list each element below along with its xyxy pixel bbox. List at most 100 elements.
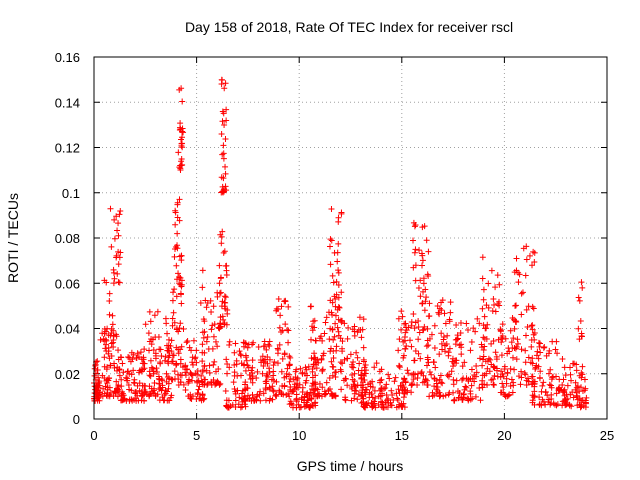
data-point bbox=[211, 358, 218, 365]
data-point bbox=[101, 277, 108, 284]
data-point bbox=[172, 209, 179, 216]
data-point bbox=[293, 384, 300, 391]
data-point bbox=[176, 217, 183, 224]
data-point bbox=[410, 310, 417, 317]
data-point bbox=[241, 381, 248, 388]
data-point bbox=[318, 355, 325, 362]
data-point bbox=[468, 382, 475, 389]
axis-ticks: 0 5 10 15 20 25 0 0.02 0.04 0.06 0.08 0.1 0.12 0.14 0.… bbox=[55, 50, 615, 443]
data-point bbox=[216, 280, 223, 287]
y-tick-label: 0.06 bbox=[55, 276, 80, 291]
data-point bbox=[94, 366, 101, 373]
data-point bbox=[101, 354, 108, 361]
data-point bbox=[172, 244, 179, 251]
data-point bbox=[137, 349, 144, 356]
data-point bbox=[303, 391, 310, 398]
data-point bbox=[579, 284, 586, 291]
data-point bbox=[333, 343, 340, 350]
y-tick-label: 0.16 bbox=[55, 50, 80, 65]
data-point bbox=[244, 385, 251, 392]
data-point bbox=[204, 334, 211, 341]
data-point bbox=[327, 261, 334, 268]
data-point bbox=[115, 220, 122, 227]
x-tick-label: 0 bbox=[90, 428, 97, 443]
data-point bbox=[351, 390, 358, 397]
data-point bbox=[179, 144, 186, 151]
data-point bbox=[189, 372, 196, 379]
data-point bbox=[476, 355, 483, 362]
data-point bbox=[420, 280, 427, 287]
data-point bbox=[411, 325, 418, 332]
data-point bbox=[330, 336, 337, 343]
data-point bbox=[193, 359, 200, 366]
data-point bbox=[457, 319, 464, 326]
data-point bbox=[329, 372, 336, 379]
data-point bbox=[125, 353, 132, 360]
data-point bbox=[401, 320, 408, 327]
data-point bbox=[218, 240, 225, 247]
data-point bbox=[408, 343, 415, 350]
data-point bbox=[147, 373, 154, 380]
data-point bbox=[476, 385, 483, 392]
data-point bbox=[269, 383, 276, 390]
data-point bbox=[222, 163, 229, 170]
data-point bbox=[426, 300, 433, 307]
data-point bbox=[163, 370, 170, 377]
data-point bbox=[189, 361, 196, 368]
data-point bbox=[448, 368, 455, 375]
data-point bbox=[331, 249, 338, 256]
data-point bbox=[447, 299, 454, 306]
data-point bbox=[305, 396, 312, 403]
data-point bbox=[398, 308, 405, 315]
data-point bbox=[431, 344, 438, 351]
data-point bbox=[436, 311, 443, 318]
data-point bbox=[529, 360, 536, 367]
data-point bbox=[170, 289, 177, 296]
data-point bbox=[378, 392, 385, 399]
data-point bbox=[481, 372, 488, 379]
data-point bbox=[419, 327, 426, 334]
data-point bbox=[100, 385, 107, 392]
data-point bbox=[553, 402, 560, 409]
data-point bbox=[130, 351, 137, 358]
data-point bbox=[221, 303, 228, 310]
data-point bbox=[526, 252, 533, 259]
data-point bbox=[190, 337, 197, 344]
data-point bbox=[504, 369, 511, 376]
data-point bbox=[531, 388, 538, 395]
data-point bbox=[540, 379, 547, 386]
data-point bbox=[264, 373, 271, 380]
data-point bbox=[282, 321, 289, 328]
data-point bbox=[572, 379, 579, 386]
data-point bbox=[174, 214, 181, 221]
data-point bbox=[273, 393, 280, 400]
data-point bbox=[571, 360, 578, 367]
data-point bbox=[341, 356, 348, 363]
data-point bbox=[266, 384, 273, 391]
data-point bbox=[546, 381, 553, 388]
data-point bbox=[525, 375, 532, 382]
data-point bbox=[525, 354, 532, 361]
data-point bbox=[332, 373, 339, 380]
data-point bbox=[522, 371, 529, 378]
data-point bbox=[471, 378, 478, 385]
data-point bbox=[188, 347, 195, 354]
data-point bbox=[114, 385, 121, 392]
data-point bbox=[298, 404, 305, 411]
data-point bbox=[279, 355, 286, 362]
data-point bbox=[372, 394, 379, 401]
data-point bbox=[304, 397, 311, 404]
data-point bbox=[249, 357, 256, 364]
data-point bbox=[536, 394, 543, 401]
data-point bbox=[438, 307, 445, 314]
data-point bbox=[328, 309, 335, 316]
x-tick-label: 25 bbox=[600, 428, 614, 443]
data-point bbox=[216, 262, 223, 269]
data-point bbox=[219, 118, 226, 125]
data-point bbox=[358, 399, 365, 406]
data-point bbox=[336, 304, 343, 311]
data-point bbox=[577, 318, 584, 325]
data-point bbox=[231, 386, 238, 393]
data-point bbox=[428, 331, 435, 338]
data-point bbox=[286, 378, 293, 385]
